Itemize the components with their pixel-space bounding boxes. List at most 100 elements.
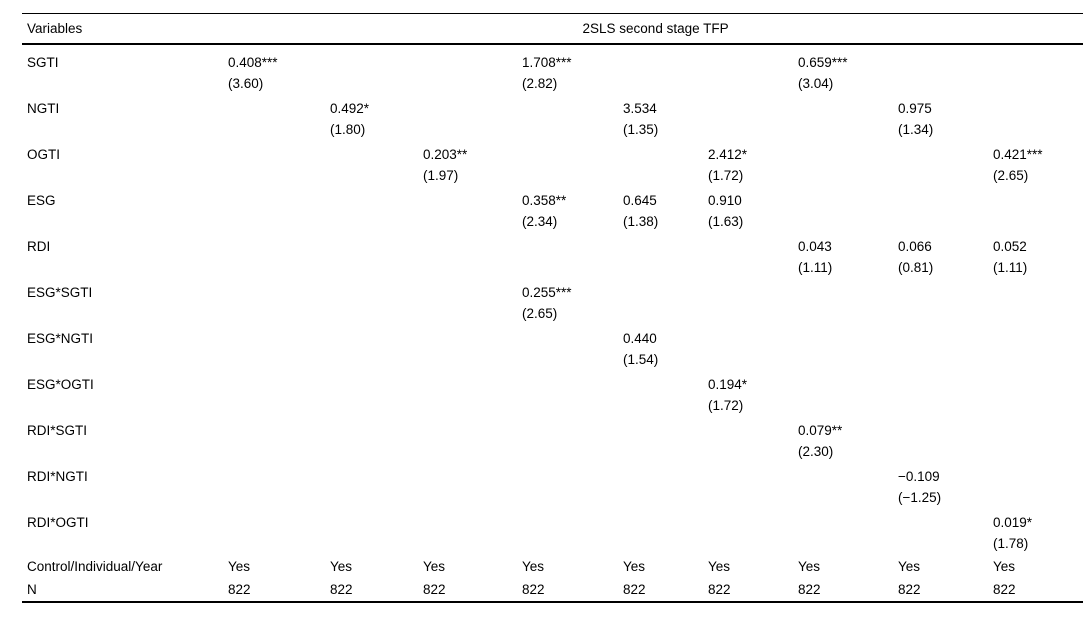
variable-label: RDI	[27, 239, 51, 254]
coefficient-cell	[228, 321, 330, 346]
coefficient-cell	[330, 183, 423, 208]
coefficient-cell	[330, 275, 423, 300]
coefficient-cell	[423, 91, 522, 116]
tstat-cell	[522, 530, 623, 551]
variable-label: RDI*NGTI	[27, 469, 88, 484]
tstat-cell	[423, 208, 522, 229]
coefficient-cell	[708, 91, 798, 116]
tstat-cell: (2.65)	[522, 306, 558, 321]
footer-value-cell: Yes	[228, 559, 251, 574]
tstat-cell	[798, 484, 898, 505]
tstat-cell: (3.60)	[228, 76, 264, 91]
coefficient-cell	[623, 229, 708, 254]
coefficient-cell	[330, 413, 423, 438]
footer-row: N 822 822 822 822 822 822 822 822 822	[22, 574, 1084, 602]
regression-results-table: Variables 2SLS second stage TFP SGTI 0.40…	[22, 13, 1084, 603]
coefficient-cell	[798, 275, 898, 300]
tstat-cell	[898, 530, 993, 551]
coefficient-cell	[522, 229, 623, 254]
coefficient-cell	[228, 367, 330, 392]
coefficient-cell: 3.534	[623, 101, 657, 116]
coefficient-cell	[798, 459, 898, 484]
coefficient-cell	[798, 183, 898, 208]
tstat-cell	[798, 300, 898, 321]
footer-value-cell: 822	[898, 582, 921, 597]
tstat-cell	[423, 530, 522, 551]
footer-value-cell: 822	[228, 582, 251, 597]
tstat-cell	[228, 484, 330, 505]
tstat-cell	[330, 438, 423, 459]
tstat-cell	[423, 300, 522, 321]
tstat-cell	[993, 208, 1083, 229]
variable-label: NGTI	[27, 101, 60, 116]
coefficient-cell	[423, 367, 522, 392]
tstat-row: (1.72)	[22, 392, 1083, 413]
tstat-cell	[423, 70, 522, 91]
tstat-cell: (1.11)	[993, 260, 1028, 275]
coefficient-cell: 0.066	[898, 239, 932, 254]
tstat-cell	[522, 346, 623, 367]
coefficient-cell	[993, 183, 1083, 208]
tstat-cell	[522, 392, 623, 413]
tstat-cell	[708, 346, 798, 367]
coefficient-cell	[623, 505, 708, 530]
tstat-cell	[898, 162, 993, 183]
footer-value-cell: Yes	[798, 559, 821, 574]
tstat-cell	[228, 438, 330, 459]
coefficient-cell	[993, 413, 1083, 438]
variable-label: RDI*OGTI	[27, 515, 89, 530]
tstat-cell	[623, 484, 708, 505]
tstat-cell	[708, 530, 798, 551]
tstat-cell	[522, 438, 623, 459]
tstat-cell	[330, 208, 423, 229]
tstat-cell: (2.30)	[798, 444, 834, 459]
coefficient-cell	[898, 137, 993, 162]
coefficient-cell	[522, 367, 623, 392]
tstat-cell	[708, 484, 798, 505]
coefficient-cell	[330, 44, 423, 70]
tstat-cell	[330, 162, 423, 183]
variable-label: ESG*NGTI	[27, 331, 94, 346]
coefficient-cell	[623, 413, 708, 438]
coefficient-cell	[898, 367, 993, 392]
footer-value-cell: 822	[330, 582, 353, 597]
coefficient-row: ESG*SGTI 0.255***	[22, 275, 1083, 300]
coefficient-cell	[708, 413, 798, 438]
tstat-cell	[798, 392, 898, 413]
tstat-cell	[623, 300, 708, 321]
tstat-cell	[708, 70, 798, 91]
tstat-cell: (1.35)	[623, 122, 659, 137]
coefficient-cell	[228, 275, 330, 300]
coefficient-cell	[423, 413, 522, 438]
coefficient-cell	[898, 321, 993, 346]
tstat-cell: (1.11)	[798, 260, 833, 275]
variable-label-spacer	[22, 254, 228, 275]
coefficient-row: NGTI 0.492* 3.534 0.975	[22, 91, 1083, 116]
tstat-cell: (1.78)	[993, 536, 1029, 551]
coefficient-cell	[623, 367, 708, 392]
coefficient-cell	[708, 459, 798, 484]
tstat-cell	[798, 208, 898, 229]
coefficient-cell	[228, 91, 330, 116]
tstat-cell: (1.34)	[898, 122, 934, 137]
coefficient-cell	[423, 44, 522, 70]
tstat-cell	[993, 484, 1083, 505]
tstat-cell	[228, 208, 330, 229]
coefficient-cell	[522, 413, 623, 438]
coefficient-cell	[898, 275, 993, 300]
coefficient-row: OGTI 0.203** 2.412* 0.421***	[22, 137, 1083, 162]
variable-label: ESG*SGTI	[27, 285, 93, 300]
variable-label-spacer	[22, 208, 228, 229]
variable-label-spacer	[22, 438, 228, 459]
tstat-cell: (1.97)	[423, 168, 459, 183]
coefficient-cell	[228, 229, 330, 254]
coefficient-cell	[993, 91, 1083, 116]
tstat-row: (2.30)	[22, 438, 1083, 459]
tstat-cell: (1.72)	[708, 168, 744, 183]
tstat-cell	[228, 116, 330, 137]
tstat-cell	[423, 254, 522, 275]
footer-value-cell: 822	[798, 582, 821, 597]
tstat-cell	[898, 70, 993, 91]
footer-value-cell: Yes	[898, 559, 921, 574]
tstat-cell	[423, 346, 522, 367]
